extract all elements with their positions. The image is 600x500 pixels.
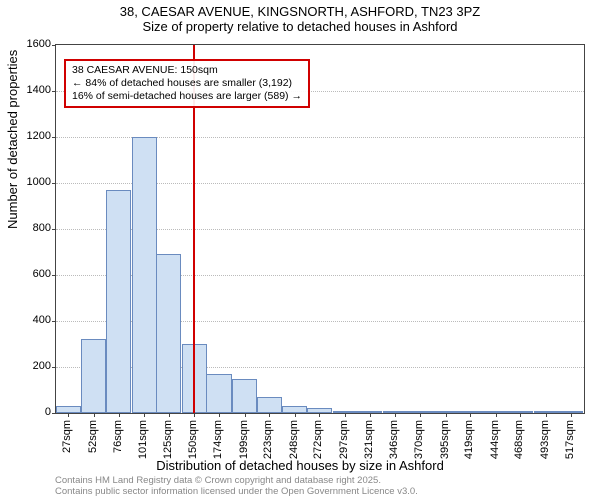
- title-line1: 38, CAESAR AVENUE, KINGSNORTH, ASHFORD, …: [0, 4, 600, 19]
- y-tick-label: 200: [11, 360, 51, 372]
- y-tick-label: 1400: [11, 84, 51, 96]
- y-tick-label: 0: [11, 406, 51, 418]
- x-tick-label: 27sqm: [61, 420, 73, 453]
- chart-titles: 38, CAESAR AVENUE, KINGSNORTH, ASHFORD, …: [0, 0, 600, 34]
- y-tick-label: 600: [11, 268, 51, 280]
- x-tick-label: 395sqm: [439, 420, 451, 459]
- x-tick-label: 370sqm: [413, 420, 425, 459]
- histogram-bar: [156, 254, 181, 413]
- x-tick-label: 199sqm: [238, 420, 250, 459]
- title-line2: Size of property relative to detached ho…: [0, 19, 600, 34]
- x-tick-label: 517sqm: [564, 420, 576, 459]
- x-tick-label: 493sqm: [539, 420, 551, 459]
- histogram-bar: [106, 190, 131, 413]
- x-tick-label: 321sqm: [363, 420, 375, 459]
- y-tick-label: 1200: [11, 130, 51, 142]
- x-tick-label: 272sqm: [312, 420, 324, 459]
- x-tick-label: 223sqm: [262, 420, 274, 459]
- x-tick-label: 419sqm: [463, 420, 475, 459]
- x-tick-label: 76sqm: [112, 420, 124, 453]
- annot-line2: ← 84% of detached houses are smaller (3,…: [72, 77, 302, 90]
- histogram-bar: [81, 339, 106, 413]
- attribution-footer: Contains HM Land Registry data © Crown c…: [55, 476, 418, 498]
- x-tick-label: 125sqm: [162, 420, 174, 459]
- annot-line1: 38 CAESAR AVENUE: 150sqm: [72, 64, 302, 77]
- footer-line2: Contains public sector information licen…: [55, 487, 418, 498]
- histogram-bar: [282, 406, 307, 413]
- x-tick-label: 346sqm: [388, 420, 400, 459]
- histogram-bar: [206, 374, 231, 413]
- x-tick-label: 52sqm: [87, 420, 99, 453]
- x-tick-label: 101sqm: [137, 420, 149, 459]
- reference-annotation: 38 CAESAR AVENUE: 150sqm← 84% of detache…: [64, 59, 310, 108]
- x-tick-label: 174sqm: [212, 420, 224, 459]
- x-axis-label: Distribution of detached houses by size …: [0, 458, 600, 473]
- histogram-bar: [232, 379, 257, 414]
- x-tick-label: 444sqm: [489, 420, 501, 459]
- y-tick-label: 400: [11, 314, 51, 326]
- y-tick-label: 800: [11, 222, 51, 234]
- x-tick-label: 297sqm: [338, 420, 350, 459]
- y-tick-label: 1600: [11, 38, 51, 50]
- x-tick-label: 468sqm: [513, 420, 525, 459]
- y-tick-label: 1000: [11, 176, 51, 188]
- chart-plot-area: 38 CAESAR AVENUE: 150sqm← 84% of detache…: [55, 44, 585, 414]
- histogram-bar: [132, 137, 157, 413]
- x-tick-label: 150sqm: [187, 420, 199, 459]
- x-tick-label: 248sqm: [288, 420, 300, 459]
- histogram-bar: [56, 406, 81, 413]
- annot-line3: 16% of semi-detached houses are larger (…: [72, 90, 302, 103]
- histogram-bar: [257, 397, 282, 413]
